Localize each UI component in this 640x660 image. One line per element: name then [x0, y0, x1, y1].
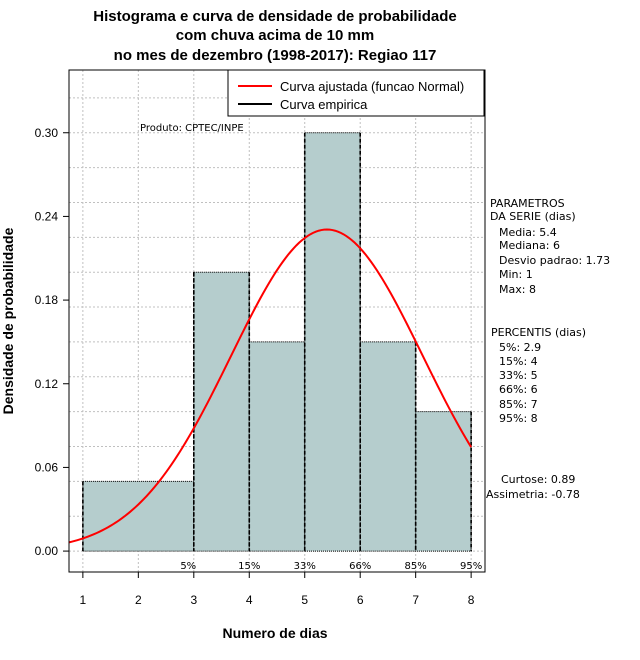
- x-tick-label: 2: [135, 593, 142, 607]
- y-tick-label: 0.12: [35, 377, 59, 391]
- stats-panel: PARAMETROS DA SERIE (dias) Media: 5.4 Me…: [490, 197, 610, 296]
- x-tick-label: 7: [412, 593, 419, 607]
- stats-header-2: DA SERIE (dias): [490, 210, 576, 223]
- percentil-15: 15%: 4: [499, 355, 538, 368]
- chart-title-line-1: Histograma e curva de densidade de proba…: [93, 8, 456, 25]
- percentil-95: 95%: 8: [499, 412, 538, 425]
- fitted-normal-curve: [68, 228, 472, 544]
- empirical-curve-lines: [82, 132, 472, 552]
- fitted-curve-layer: [68, 228, 472, 544]
- percentil-5: 5%: 2.9: [499, 341, 541, 354]
- legend-empirical-label: Curva empirica: [280, 97, 368, 112]
- legend-fitted-label: Curva ajustada (funcao Normal): [280, 79, 464, 94]
- y-tick-label: 0.06: [35, 460, 59, 474]
- axes: 1 2 3 4 5 6 7 8 0.00 0.06 0.12 0.18 0.24 0.30: [35, 126, 475, 607]
- stats-header-1: PARAMETROS: [490, 197, 565, 210]
- y-tick-label: 0.24: [35, 209, 59, 223]
- percentil-85: 85%: 7: [499, 398, 538, 411]
- chart-title-line-3: no mes de dezembro (1998-2017): Regiao 1…: [114, 47, 437, 64]
- histogram-bar-1: [82, 480, 195, 552]
- x-axis-label: Numero de dias: [222, 625, 327, 641]
- y-tick-label: 0.30: [35, 126, 59, 140]
- legend-box: [227, 69, 485, 117]
- percentile-label: 5%: [180, 561, 196, 572]
- stats-desvio: Desvio padrao: 1.73: [499, 254, 610, 267]
- histogram-bar-3: [248, 341, 306, 552]
- histogram-bar-4: [304, 132, 361, 552]
- chart-title-line-2: com chuva acima de 10 mm: [176, 27, 374, 44]
- percentile-label: 85%: [405, 561, 427, 572]
- histogram-bar-5: [359, 341, 417, 552]
- shape-panel: Curtose: 0.89 Assimetria: -0.78: [486, 473, 580, 501]
- percentile-marker-labels: 5% 15% 33% 66% 85% 95%: [180, 561, 482, 572]
- percentis-header: PERCENTIS (dias): [491, 326, 586, 339]
- x-tick-label: 6: [357, 593, 364, 607]
- percentile-label: 15%: [238, 561, 260, 572]
- percentile-label: 33%: [294, 561, 316, 572]
- y-tick-label: 0.00: [35, 544, 59, 558]
- x-tick-label: 3: [190, 593, 197, 607]
- stats-media: Media: 5.4: [499, 226, 557, 239]
- stats-min: Min: 1: [499, 268, 533, 281]
- stats-mediana: Mediana: 6: [499, 239, 560, 252]
- x-tick-label: 4: [246, 593, 253, 607]
- y-tick-label: 0.18: [35, 293, 59, 307]
- x-tick-label: 5: [301, 593, 308, 607]
- percentil-66: 66%: 6: [499, 383, 538, 396]
- y-axis-label: Densidade de probabilidade: [0, 227, 16, 414]
- histogram-bar-6: [415, 411, 472, 552]
- percentile-label: 66%: [349, 561, 371, 572]
- percentile-label: 95%: [460, 561, 482, 572]
- x-tick-label: 1: [80, 593, 87, 607]
- percentis-panel: PERCENTIS (dias) 5%: 2.9 15%: 4 33%: 5 6…: [491, 326, 586, 425]
- credit-text: Produto: CPTEC/INPE: [140, 123, 244, 134]
- stats-max: Max: 8: [499, 283, 536, 296]
- x-tick-label: 8: [468, 593, 475, 607]
- curtose-text: Curtose: 0.89: [501, 473, 575, 486]
- legend: Curva ajustada (funcao Normal) Curva emp…: [227, 69, 485, 117]
- assimetria-text: Assimetria: -0.78: [486, 488, 580, 501]
- percentil-33: 33%: 5: [499, 369, 538, 382]
